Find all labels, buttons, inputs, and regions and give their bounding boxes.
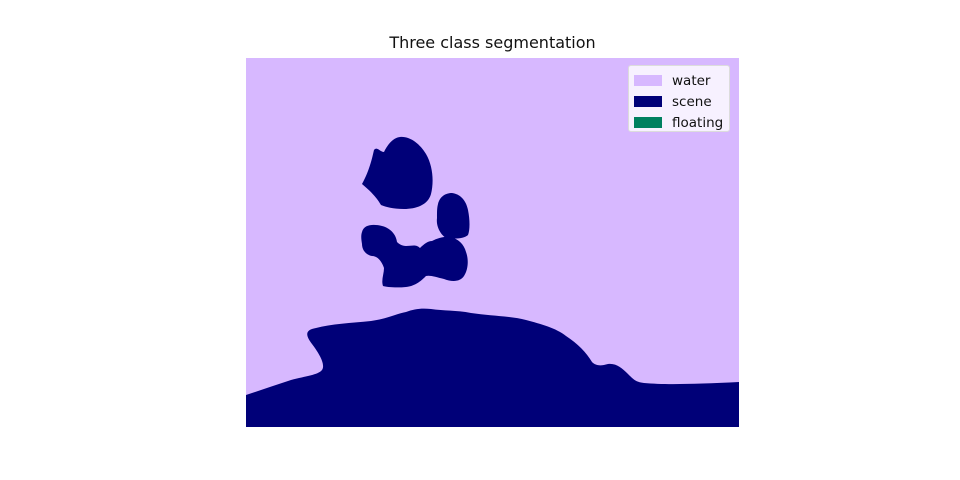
legend-label-floating: floating: [672, 114, 724, 131]
scene-blob-right: [436, 193, 470, 239]
legend-label-water: water: [672, 72, 711, 89]
scene-ground-region: [246, 308, 739, 427]
legend-swatch-water: [634, 75, 662, 86]
legend-swatch-floating: [634, 117, 662, 128]
scene-blob-lower: [361, 224, 468, 288]
figure-title: Three class segmentation: [389, 33, 596, 52]
legend-item-water: water: [634, 70, 729, 91]
legend: water scene floating: [628, 65, 730, 132]
legend-item-floating: floating: [634, 112, 729, 133]
scene-blob-upper: [362, 136, 433, 209]
legend-item-scene: scene: [634, 91, 729, 112]
legend-label-scene: scene: [672, 93, 712, 110]
legend-swatch-scene: [634, 96, 662, 107]
